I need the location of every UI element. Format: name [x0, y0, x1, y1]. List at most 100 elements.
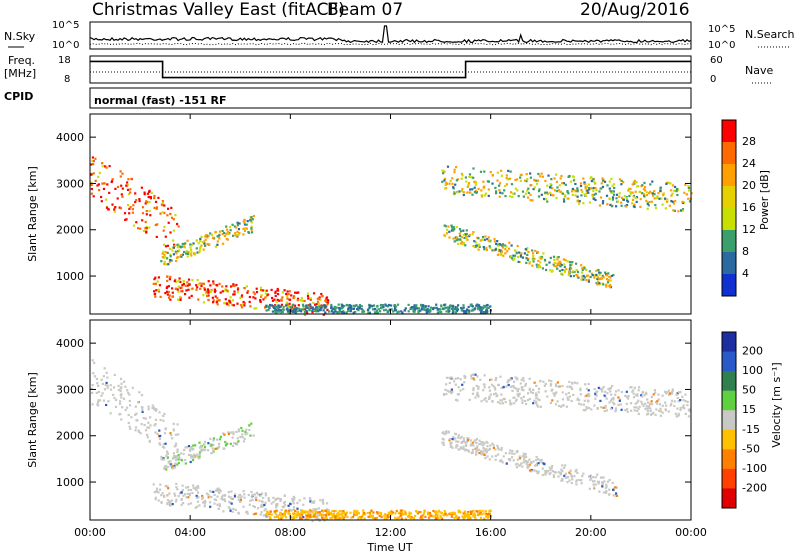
range-time-cell: [414, 514, 417, 518]
range-time-cell: [476, 305, 479, 308]
range-time-cell: [641, 402, 644, 406]
range-time-cell: [467, 515, 470, 518]
range-time-cell: [687, 408, 690, 411]
range-time-cell: [483, 238, 486, 241]
range-time-cell: [111, 203, 114, 206]
range-time-cell: [475, 384, 478, 387]
range-time-cell: [436, 311, 439, 314]
range-time-cell: [580, 403, 583, 406]
range-time-cell: [608, 187, 611, 190]
range-time-cell: [466, 238, 469, 241]
noise-right-label: N.Search: [745, 28, 795, 41]
range-time-cell: [666, 391, 669, 394]
range-time-cell: [561, 384, 564, 388]
range-time-cell: [554, 383, 557, 386]
range-time-cell: [342, 517, 345, 520]
range-time-cell: [647, 204, 650, 207]
range-time-cell: [469, 444, 472, 447]
range-time-cell: [675, 190, 678, 193]
range-time-cell: [479, 378, 482, 381]
range-time-cell: [656, 196, 659, 199]
range-time-cell: [557, 471, 561, 474]
range-time-cell: [442, 441, 445, 444]
nave-label: Nave: [745, 64, 773, 77]
range-time-cell: [446, 232, 449, 235]
range-time-cell: [648, 200, 651, 204]
range-time-cell: [175, 456, 178, 459]
range-time-cell: [195, 494, 198, 497]
range-time-cell: [242, 490, 245, 493]
range-time-cell: [244, 430, 247, 433]
range-time-cell: [500, 393, 503, 396]
x-tick-label: 20:00: [575, 526, 607, 539]
range-time-cell: [480, 195, 484, 198]
range-time-cell: [483, 306, 486, 309]
range-time-cell: [137, 227, 140, 230]
range-time-cell: [647, 192, 651, 195]
range-time-cell: [95, 377, 98, 380]
range-time-cell: [231, 284, 235, 287]
range-time-cell: [249, 434, 252, 437]
range-time-cell: [339, 513, 342, 516]
range-time-cell: [553, 258, 556, 261]
range-time-cell: [96, 382, 99, 385]
range-time-cell: [171, 437, 174, 440]
range-time-cell: [209, 232, 212, 235]
range-time-cell: [372, 516, 375, 520]
range-time-cell: [174, 462, 177, 465]
range-time-cell: [457, 509, 460, 512]
range-time-cell: [232, 431, 235, 434]
range-time-cell: [462, 233, 465, 236]
range-time-cell: [274, 304, 277, 307]
range-time-cell: [594, 397, 597, 400]
range-time-cell: [250, 227, 253, 230]
range-time-cell: [658, 403, 662, 406]
range-time-cell: [248, 503, 251, 506]
range-time-cell: [549, 183, 552, 186]
range-time-cell: [609, 285, 612, 288]
range-time-cell: [564, 472, 567, 475]
range-time-cell: [241, 303, 244, 306]
range-time-cell: [250, 228, 253, 231]
range-time-cell: [389, 511, 392, 514]
range-time-cell: [571, 387, 574, 391]
range-time-cell: [458, 228, 462, 231]
range-time-cell: [500, 386, 503, 389]
range-time-cell: [202, 248, 205, 251]
range-time-cell: [515, 252, 518, 255]
range-time-cell: [506, 381, 509, 384]
range-time-cell: [249, 305, 252, 308]
range-time-cell: [656, 195, 659, 198]
range-time-cell: [254, 493, 257, 496]
range-time-cell: [568, 270, 571, 273]
range-time-cell: [97, 175, 100, 178]
range-time-cell: [212, 282, 215, 285]
range-time-cell: [212, 443, 215, 446]
range-time-cell: [500, 446, 503, 450]
range-time-cell: [353, 513, 356, 516]
range-time-cell: [267, 308, 270, 312]
range-time-cell: [355, 513, 358, 516]
range-time-cell: [598, 273, 601, 276]
range-time-cell: [239, 493, 242, 496]
range-time-cell: [340, 311, 343, 314]
range-time-cell: [632, 181, 635, 184]
range-time-cell: [526, 464, 529, 468]
range-time-cell: [386, 514, 389, 517]
range-time-cell: [430, 306, 433, 309]
range-time-cell: [186, 239, 189, 242]
range-time-cell: [321, 305, 324, 308]
range-time-cell: [632, 205, 635, 208]
range-time-cell: [212, 280, 215, 283]
range-time-cell: [603, 480, 606, 483]
range-time-cell: [125, 218, 128, 221]
range-time-cell: [315, 303, 318, 306]
range-time-cell: [568, 395, 571, 398]
range-time-cell: [467, 450, 470, 453]
range-time-cell: [222, 510, 225, 513]
range-time-cell: [467, 437, 470, 440]
range-time-cell: [534, 394, 538, 397]
velocity-heatmap: [90, 359, 692, 523]
range-time-cell: [561, 469, 564, 473]
range-time-cell: [559, 177, 562, 180]
